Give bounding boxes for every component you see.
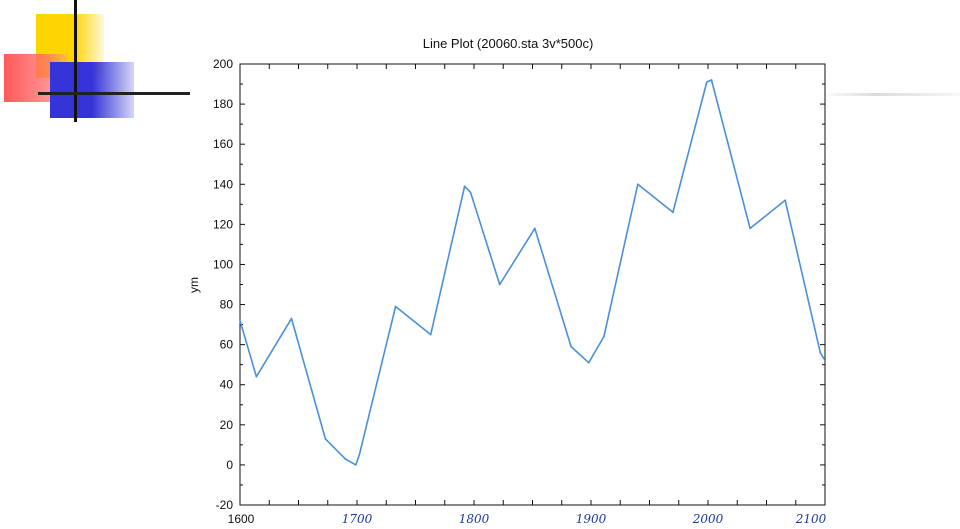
data-point (498, 283, 501, 286)
x-tick-label: 1800 (459, 512, 490, 526)
series-line (239, 79, 825, 466)
data-point (705, 81, 708, 83)
x-tick-label: 2000 (692, 512, 724, 526)
data-point (587, 361, 590, 364)
x-tick-label: 2100 (795, 512, 827, 526)
data-point (429, 333, 432, 336)
plot-frame (239, 63, 826, 506)
decor-vertical-line (74, 0, 77, 122)
data-point (463, 185, 466, 188)
x-axis: 1600 1700 1800 1900 2000 2100 (228, 64, 827, 526)
decor-blue-square (50, 62, 134, 118)
data-point (533, 227, 536, 230)
y-tick-label: 180 (213, 97, 233, 111)
data-point (469, 191, 472, 194)
y-axis: -20 0 20 40 60 80 100 120 140 160 180 200 (213, 57, 825, 512)
y-tick-label: -20 (216, 498, 234, 512)
chart-title: Line Plot (20060.sta 3v*500c) (423, 36, 594, 51)
data-point (672, 211, 674, 214)
y-tick-label: 160 (213, 137, 233, 151)
y-tick-label: 200 (213, 57, 233, 71)
y-tick-label: 60 (220, 338, 234, 352)
data-point (570, 345, 573, 348)
data-point (358, 453, 361, 456)
data-point (822, 357, 825, 360)
data-point (239, 319, 241, 322)
data-point (819, 351, 822, 354)
data-point (710, 79, 713, 81)
y-tick-label: 0 (226, 458, 233, 472)
series-group (239, 79, 825, 466)
decor-horizontal-line (38, 92, 190, 95)
decor-faded-line (820, 93, 960, 96)
y-axis-label: ym (187, 277, 201, 293)
data-point (394, 305, 397, 308)
data-point (324, 437, 327, 440)
y-tick-label: 120 (213, 217, 233, 231)
data-point (290, 317, 293, 320)
y-tick-label: 80 (220, 298, 234, 312)
y-tick-label: 140 (213, 177, 233, 191)
data-point (636, 183, 639, 186)
x-tick-label: 1600 (228, 512, 255, 526)
data-point (255, 375, 258, 378)
y-tick-label: 40 (220, 378, 234, 392)
data-point (344, 457, 347, 460)
y-tick-label: 20 (220, 418, 234, 432)
data-point (749, 227, 752, 230)
x-tick-label: 1900 (576, 512, 607, 526)
data-point (784, 199, 787, 202)
data-point (602, 335, 605, 338)
y-tick-label: 100 (213, 257, 233, 271)
x-tick-label: 1700 (342, 512, 373, 526)
data-point (354, 464, 357, 466)
